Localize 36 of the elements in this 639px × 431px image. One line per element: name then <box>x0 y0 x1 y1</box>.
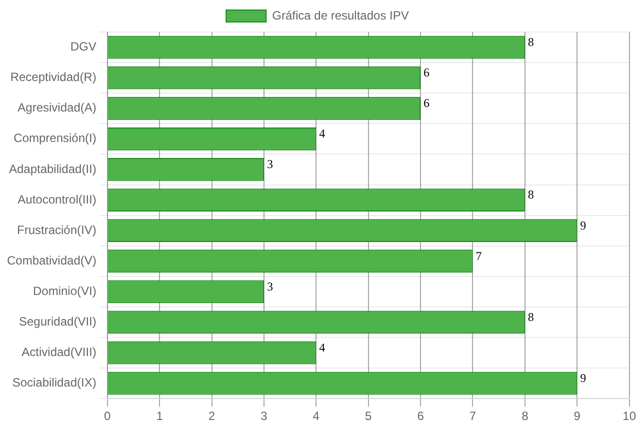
data-label: 8 <box>528 310 534 324</box>
y-tick-label: Adaptabilidad(II) <box>8 162 96 176</box>
y-tick-label: Receptividad(R) <box>10 70 96 84</box>
x-tick-label: 10 <box>622 409 636 424</box>
y-tick-label: Combatividad(V) <box>6 253 96 268</box>
y-tick-label: Sociabilidad(IX) <box>12 376 96 390</box>
data-label: 9 <box>580 218 586 232</box>
legend-label: Gráfica de resultados IPV <box>272 8 409 22</box>
y-tick-label: Dominio(VI) <box>33 284 96 298</box>
y-tick-label: DGV <box>70 40 96 54</box>
data-label: 6 <box>424 66 430 80</box>
x-tick-label: 4 <box>312 409 320 424</box>
x-tick-label: 5 <box>365 409 372 424</box>
data-label: 6 <box>424 96 430 110</box>
data-label: 8 <box>528 34 534 49</box>
x-tick-label: 8 <box>522 409 529 424</box>
data-label: 4 <box>319 126 326 141</box>
y-tick-label: Comprensión(I) <box>14 131 96 146</box>
x-tick-label: 3 <box>260 409 268 424</box>
y-tick-label: Actividad(VIII) <box>22 345 96 360</box>
data-label: 3 <box>266 157 273 172</box>
x-tick-label: 1 <box>156 409 164 424</box>
y-tick-label: Seguridad(VII) <box>18 314 96 329</box>
x-tick-label: 9 <box>574 409 581 424</box>
data-label: 4 <box>319 340 326 354</box>
y-tick-label: Autocontrol(III) <box>18 192 96 206</box>
y-tick-label: Agresividad(A) <box>18 100 96 115</box>
x-tick-label: 0 <box>104 409 112 424</box>
x-tick-label: 2 <box>208 409 216 424</box>
y-tick-label: Frustración(IV) <box>17 222 96 237</box>
x-tick-label: 6 <box>417 409 424 424</box>
data-label: 7 <box>476 248 482 263</box>
data-label: 3 <box>266 279 273 294</box>
x-tick-label: 7 <box>469 409 476 424</box>
data-label: 8 <box>528 188 534 202</box>
data-label: 9 <box>580 371 586 386</box>
